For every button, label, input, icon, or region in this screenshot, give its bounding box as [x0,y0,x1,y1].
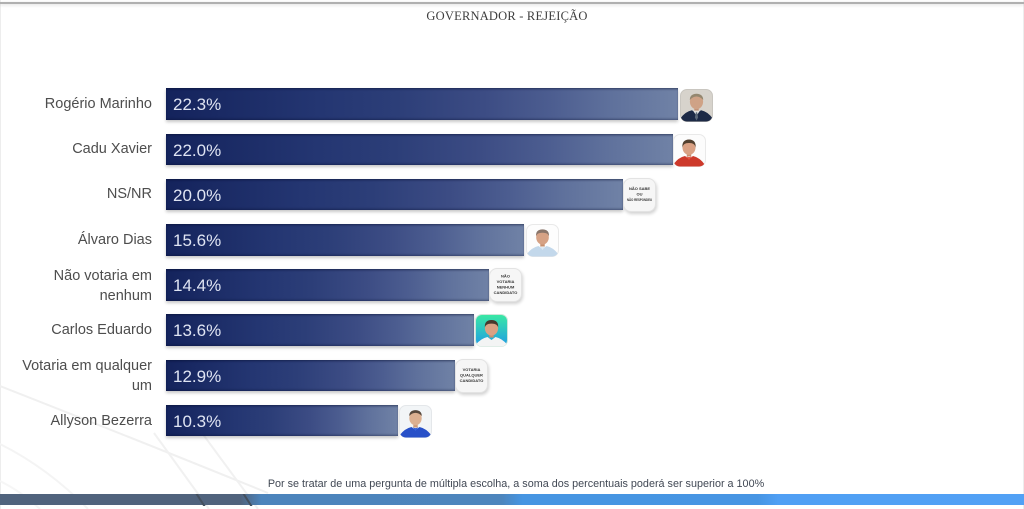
svg-text:NÃO SABE: NÃO SABE [629,185,650,190]
svg-text:OU: OU [637,191,643,196]
svg-text:CANDIDATO: CANDIDATO [493,290,517,295]
svg-text:NENHUM: NENHUM [497,285,515,290]
svg-text:NÃO RESPONDEU: NÃO RESPONDEU [627,196,652,201]
svg-text:NÃO: NÃO [501,274,510,279]
svg-text:VOTARIA: VOTARIA [496,279,514,284]
svg-text:QUALQUER: QUALQUER [460,372,483,377]
svg-text:CANDIDATO: CANDIDATO [460,378,484,383]
svg-text:VOTARIA: VOTARIA [463,367,481,372]
